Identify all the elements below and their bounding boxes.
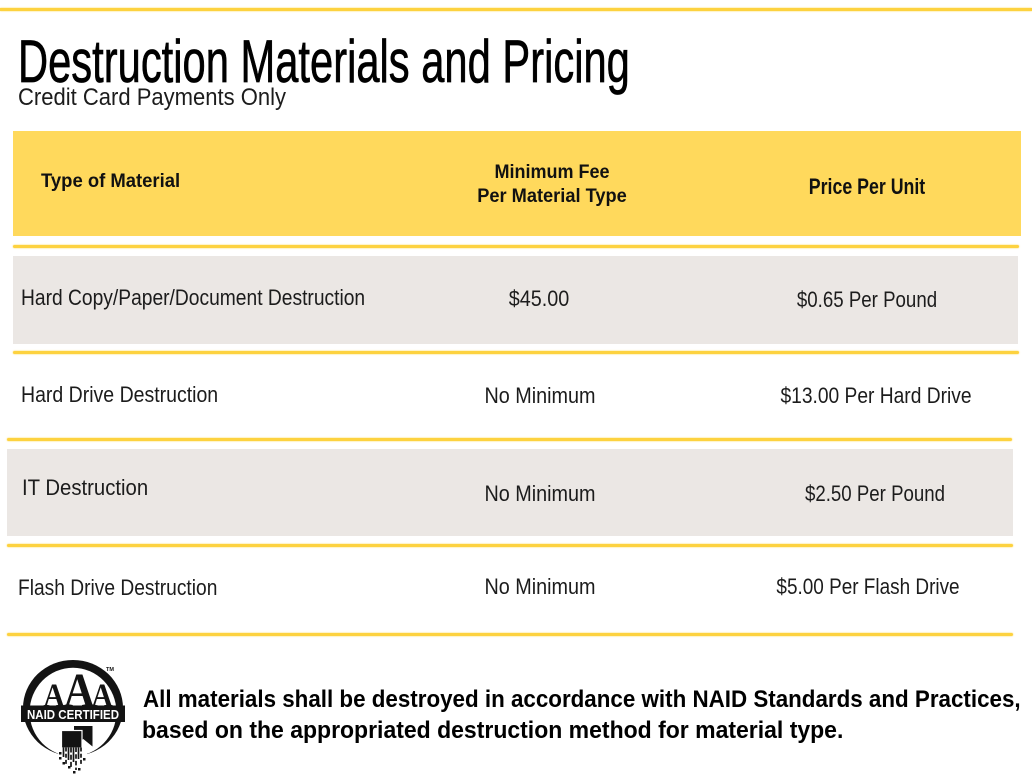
svg-text:A: A [43, 676, 65, 714]
svg-text:NAID CERTIFIED: NAID CERTIFIED [27, 707, 119, 722]
svg-text:TM: TM [106, 667, 114, 673]
svg-text:A: A [91, 676, 113, 714]
